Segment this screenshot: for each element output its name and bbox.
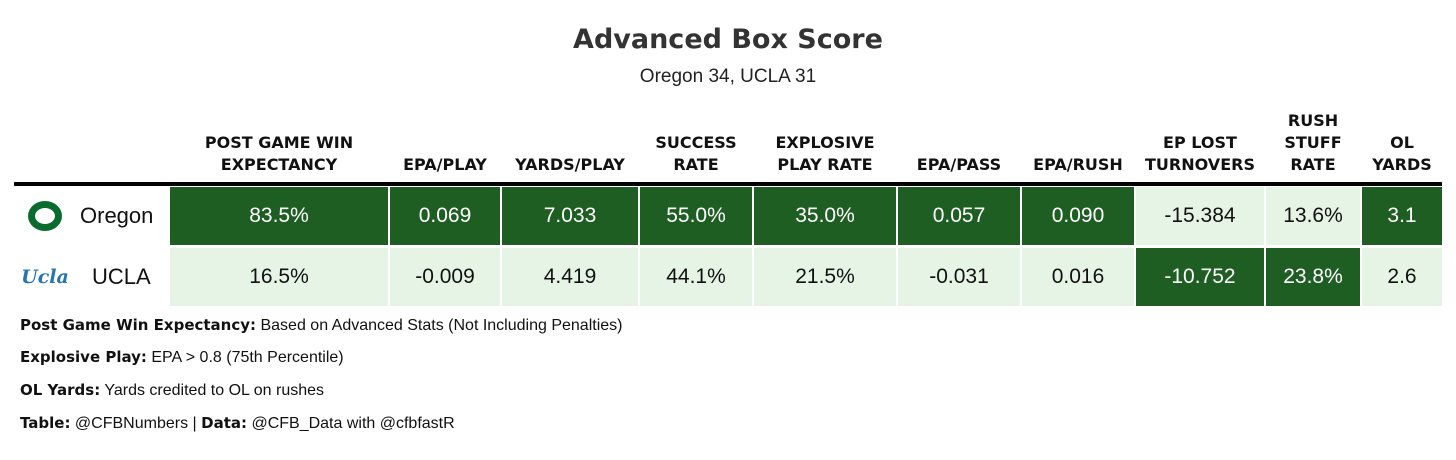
team-name-oregon: Oregon xyxy=(80,203,154,228)
credits-data-label: Data: xyxy=(201,414,247,432)
credits-data-value: @CFB_Data with @cfbfastR xyxy=(247,415,455,432)
cell-ucla-win-exp: 16.5% xyxy=(170,248,388,306)
cell-ucla-ol-yards: 2.6 xyxy=(1362,248,1442,306)
oregon-o-logo xyxy=(14,187,76,245)
cell-oregon-ep-lost-turnovers: -15.384 xyxy=(1136,187,1264,245)
cell-oregon-win-exp: 83.5% xyxy=(170,187,388,245)
column-header-yards-play: Yards/Play xyxy=(515,155,625,174)
header-rule xyxy=(14,182,1442,186)
column-header-explosive-rate: Explosive Play Rate xyxy=(775,133,875,174)
footnote-label: OL Yards: xyxy=(20,381,101,399)
cell-oregon-ol-yards: 3.1 xyxy=(1362,187,1442,245)
cell-oregon-success-rate: 55.0% xyxy=(640,187,752,245)
credits-line: Table: @CFBNumbers | Data: @CFB_Data wit… xyxy=(20,414,455,433)
column-header-epa-rush: EPA/Rush xyxy=(1033,155,1123,174)
credits-table-label: Table: xyxy=(20,414,71,432)
ucla-logo-text: Ucla xyxy=(21,266,69,288)
chart-title: Advanced Box Score xyxy=(573,24,883,55)
footnote-label: Post Game Win Expectancy: xyxy=(20,316,257,334)
chart-subtitle: Oregon 34, UCLA 31 xyxy=(639,66,817,87)
cell-ucla-epa-pass: -0.031 xyxy=(898,248,1020,306)
column-header-ol-yards: OL Yards xyxy=(1372,133,1432,174)
table-row-oregon: Oregon 83.5% 0.069 7.033 55.0% 35.0% 0.057 0.0… xyxy=(14,187,1442,245)
column-header-success-rate: Success Rate xyxy=(655,133,737,174)
column-header-win-exp: Post Game Win Expectancy xyxy=(204,133,354,174)
footnote-ol-yards: OL Yards: Yards credited to OL on rushes xyxy=(20,381,324,400)
column-header-rush-stuff-rate: Rush Stuff Rate xyxy=(1284,111,1342,174)
footnote-label: Explosive Play: xyxy=(20,348,147,366)
cell-ucla-yards-play: 4.419 xyxy=(502,248,638,306)
footnote-explosive-play: Explosive Play: EPA > 0.8 (75th Percenti… xyxy=(20,348,344,367)
column-header-ep-lost-turnovers: EP Lost Turnovers xyxy=(1145,133,1255,174)
cell-ucla-rush-stuff-rate: 23.8% xyxy=(1266,248,1360,306)
cell-oregon-epa-play: 0.069 xyxy=(390,187,500,245)
column-header-epa-play: EPA/Play xyxy=(403,155,487,174)
table-row-ucla: Ucla UCLA 16.5% -0.009 4.419 44.1% 21.5% -0.0… xyxy=(14,248,1442,306)
ucla-script-logo: Ucla xyxy=(14,248,76,306)
cell-oregon-yards-play: 7.033 xyxy=(502,187,638,245)
footnote-text: EPA > 0.8 (75th Percentile) xyxy=(146,349,344,366)
footnote-win-expectancy: Post Game Win Expectancy: Based on Advan… xyxy=(20,316,622,335)
cell-oregon-epa-rush: 0.090 xyxy=(1022,187,1134,245)
cell-oregon-rush-stuff-rate: 13.6% xyxy=(1266,187,1360,245)
footnote-text: Yards credited to OL on rushes xyxy=(100,382,325,399)
cell-ucla-explosive-rate: 21.5% xyxy=(754,248,896,306)
credits-table-value: @CFBNumbers | xyxy=(70,415,202,432)
cell-oregon-explosive-rate: 35.0% xyxy=(754,187,896,245)
cell-oregon-epa-pass: 0.057 xyxy=(898,187,1020,245)
cell-ucla-success-rate: 44.1% xyxy=(640,248,752,306)
cell-ucla-epa-play: -0.009 xyxy=(390,248,500,306)
cell-ucla-ep-lost-turnovers: -10.752 xyxy=(1136,248,1264,306)
column-header-epa-pass: EPA/Pass xyxy=(916,155,1002,174)
cell-ucla-epa-rush: 0.016 xyxy=(1022,248,1134,306)
footnote-text: Based on Advanced Stats (Not Including P… xyxy=(256,317,623,334)
team-name-ucla: UCLA xyxy=(92,264,151,289)
